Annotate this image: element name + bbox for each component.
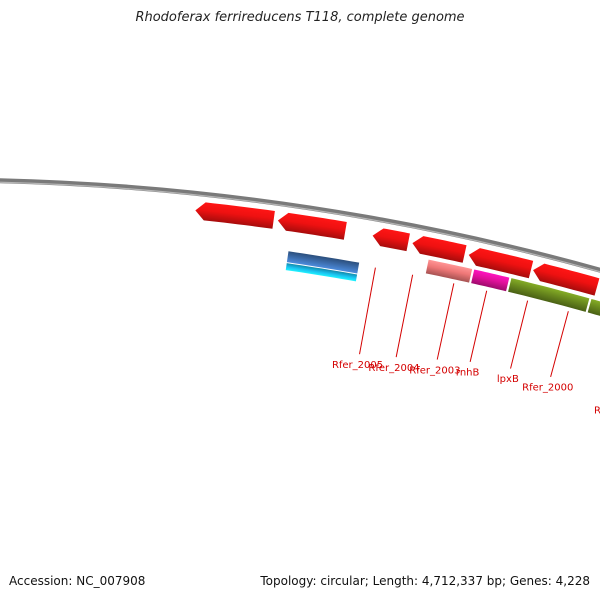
gene-label: Rfer_1999 [594, 405, 600, 416]
gene-leader-line [359, 267, 376, 355]
gene-leader-line [395, 274, 414, 358]
gene-feature-forward [533, 263, 600, 296]
gene-leader-line [510, 300, 529, 369]
genome-title: Rhodoferax ferrireducens T118, complete … [135, 10, 465, 25]
gene-label: Rfer_2000 [522, 383, 573, 394]
genome-backbone [0, 178, 600, 273]
gene-feature-reverse [508, 278, 590, 312]
gene-label: lpxB [497, 374, 519, 385]
gene-label: rnhB [456, 368, 480, 379]
gene-label: Rfer_2003 [409, 365, 460, 376]
gene-feature-forward [277, 212, 347, 240]
genome-summary-text: Topology: circular; Length: 4,712,337 bp… [260, 574, 590, 588]
gene-label: Rfer_2004 [368, 363, 419, 374]
genome-backbone-highlight [0, 181, 600, 273]
accession-text: Accession: NC_007908 [9, 574, 146, 588]
gene-feature-reverse [587, 298, 600, 316]
gene-leader-line [550, 311, 569, 378]
gene-feature-forward [412, 236, 467, 263]
gene-feature-blue-light [285, 263, 358, 282]
gene-label: Rfer_2005 [332, 360, 383, 371]
gene-leader-line [436, 283, 455, 360]
gene-feature-reverse [471, 269, 510, 292]
gene-feature-forward [195, 202, 275, 229]
gene-feature-blue-dark [286, 251, 360, 274]
gene-feature-reverse [425, 259, 473, 283]
gene-leader-line [469, 290, 488, 362]
gene-feature-forward [468, 248, 534, 279]
gene-feature-forward [372, 228, 410, 252]
